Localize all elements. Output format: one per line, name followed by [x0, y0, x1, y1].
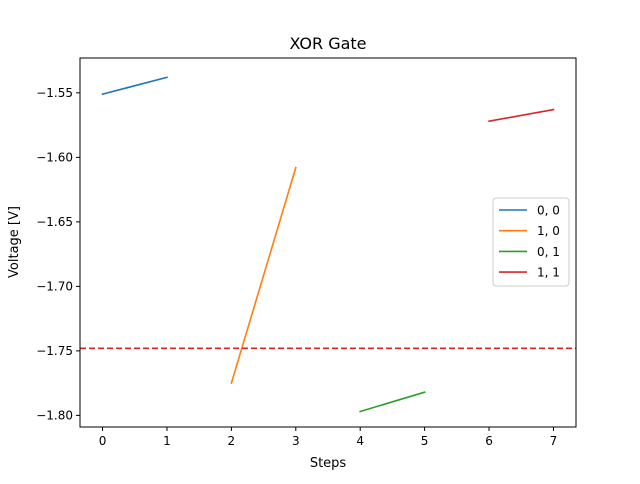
x-tick-label: 1: [163, 434, 171, 448]
series-line-1: [101, 76, 168, 96]
x-tick-label: 2: [228, 434, 236, 448]
y-tick-label: −1.55: [36, 86, 73, 100]
y-tick-label: −1.60: [36, 150, 73, 164]
x-axis-ticks: 0 1 2 3 4 5 6 7: [99, 427, 558, 448]
y-tick-label: −1.80: [36, 408, 73, 422]
x-tick-label: 5: [421, 434, 429, 448]
y-tick-label: −1.65: [36, 215, 73, 229]
legend-label: 1, 1: [537, 266, 560, 280]
x-tick-label: 7: [550, 434, 558, 448]
legend-label: 1, 0: [537, 224, 560, 238]
legend: 0, 0 1, 0 0, 1 1, 1: [492, 197, 570, 287]
series-line-2: [230, 166, 297, 385]
y-axis-ticks: −1.55 −1.60 −1.65 −1.70 −1.75 −1.80: [36, 86, 80, 422]
plot-area: [80, 76, 576, 413]
series-line-3: [359, 391, 426, 413]
legend-label: 0, 0: [537, 204, 560, 218]
legend-box: [492, 197, 570, 287]
y-tick-label: −1.70: [36, 279, 73, 293]
x-tick-label: 3: [292, 434, 300, 448]
x-tick-label: 6: [485, 434, 493, 448]
legend-label: 0, 1: [537, 245, 560, 259]
y-tick-label: −1.75: [36, 344, 73, 358]
x-axis-label: Steps: [310, 456, 347, 471]
chart-title: XOR Gate: [289, 34, 366, 53]
y-axis-label: Voltage [V]: [7, 206, 22, 278]
x-tick-label: 4: [356, 434, 364, 448]
plot-frame: [79, 57, 577, 428]
x-tick-label: 0: [99, 434, 107, 448]
series-line-4: [488, 108, 555, 123]
